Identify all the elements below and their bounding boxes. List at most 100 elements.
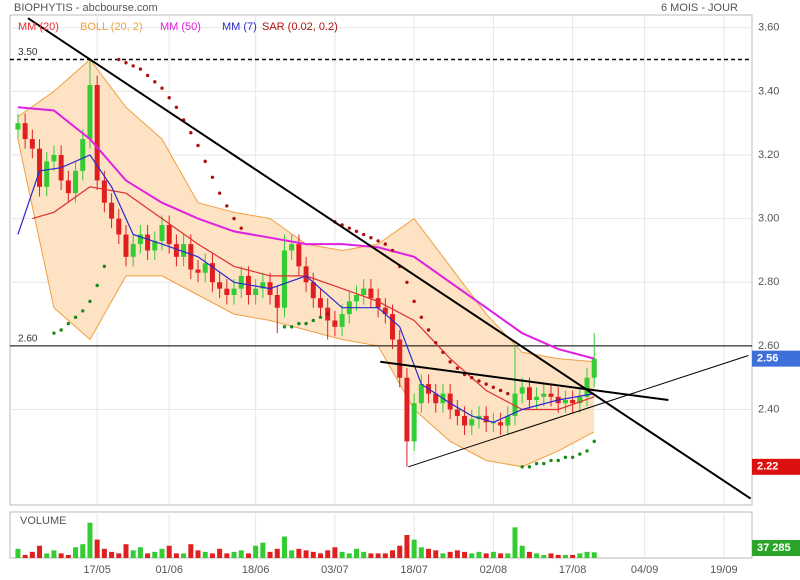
volume-bar [317, 553, 323, 558]
candle-body [51, 155, 57, 162]
candle-body [541, 393, 547, 397]
x-tick-label: 17/05 [83, 564, 111, 576]
sar-dot [73, 315, 78, 319]
volume-bar [51, 550, 57, 558]
sar-dot [217, 191, 222, 195]
volume-bar [548, 553, 554, 558]
reference-label: 3.50 [18, 47, 38, 58]
candle-body [65, 180, 71, 194]
sar-dot [102, 264, 107, 269]
volume-bar [209, 553, 215, 558]
volume-bar [80, 544, 86, 558]
candle-body [375, 298, 381, 308]
x-tick-label: 03/07 [321, 564, 349, 576]
volume-bar [310, 551, 316, 558]
low-price-badge-label: 2.22 [757, 461, 778, 473]
volume-bar [159, 548, 165, 558]
candle-body [188, 244, 194, 270]
last-price-badge [752, 350, 800, 367]
volume-bar [289, 550, 295, 558]
volume-bar [217, 548, 223, 558]
trend-line [380, 360, 669, 401]
candle-body [397, 339, 403, 378]
volume-bar [296, 548, 302, 558]
volume-bar [534, 553, 540, 558]
candle-body [296, 244, 302, 267]
candle-body [101, 180, 107, 203]
volume-bar [245, 553, 251, 558]
sar-dot [311, 318, 315, 323]
candle-body [354, 295, 360, 302]
candle-body [303, 266, 309, 283]
sar-dot [145, 73, 150, 78]
volume-bar [440, 553, 446, 558]
sar-dot [138, 67, 143, 71]
sar-dot [167, 96, 171, 100]
volume-bar [512, 527, 518, 558]
volume-bar [202, 551, 208, 558]
y-tick-label: 3.60 [758, 22, 779, 34]
trend-line [27, 17, 752, 500]
sar-dot [304, 321, 308, 326]
volume-bar [404, 535, 410, 558]
candle-body [577, 396, 583, 404]
y-tick-label: 2.40 [758, 403, 779, 415]
candle-body [123, 234, 129, 257]
volume-bar [325, 550, 331, 558]
candle-body [361, 288, 367, 295]
x-tick-label: 02/08 [480, 564, 508, 576]
volume-bar [584, 551, 590, 558]
volume-bar [29, 551, 35, 558]
sar-dot [354, 229, 359, 234]
sar-dot [369, 236, 373, 240]
candle-body [245, 275, 251, 295]
candle-body [87, 85, 93, 140]
volume-bar [130, 550, 136, 558]
sar-dot [347, 226, 352, 230]
volume-bar [22, 554, 28, 558]
candle-body [433, 393, 439, 404]
sar-dot [124, 61, 128, 65]
sar-dot [383, 242, 388, 246]
volume-bar [267, 551, 273, 558]
legend-entry: BOLL (20, 2) [80, 21, 143, 33]
sar-dot [470, 376, 474, 380]
volume-bar [152, 551, 158, 558]
volume-bar [354, 548, 360, 558]
volume-bar [382, 553, 388, 558]
sar-dot [527, 465, 532, 469]
candle-body [217, 282, 223, 289]
volume-bar [94, 539, 100, 558]
candle-body [238, 275, 244, 289]
candle-body [253, 288, 259, 295]
candle-body [173, 244, 179, 257]
volume-bar [433, 550, 439, 558]
volume-bar [281, 536, 287, 558]
legend-entry: SAR (0.02, 0.2) [262, 21, 338, 33]
sar-dot [556, 458, 560, 463]
reference-label: 2.60 [18, 334, 38, 345]
x-tick-label: 17/08 [559, 564, 587, 576]
candle-body [94, 85, 100, 181]
candle-body [15, 123, 21, 130]
x-tick-label: 18/07 [400, 564, 428, 576]
volume-bar [411, 539, 417, 558]
candle-body [152, 240, 158, 251]
candle-body [483, 415, 489, 423]
volume-bar [274, 548, 280, 558]
legend-entry: MM (7) [222, 21, 257, 33]
candle-body [339, 314, 345, 327]
volume-bar [375, 553, 381, 558]
sar-dot [232, 216, 236, 221]
volume-bar [526, 551, 532, 558]
volume-bar [555, 554, 561, 558]
sar-dot [117, 57, 121, 62]
volume-badge-label: 37 285 [757, 542, 791, 554]
sar-dot [81, 309, 85, 313]
y-tick-label: 2.60 [758, 340, 779, 352]
candle-body [260, 282, 266, 289]
candle-body [37, 148, 43, 187]
volume-bar [498, 553, 504, 558]
candle-body [498, 422, 504, 426]
sar-dot [88, 299, 92, 304]
